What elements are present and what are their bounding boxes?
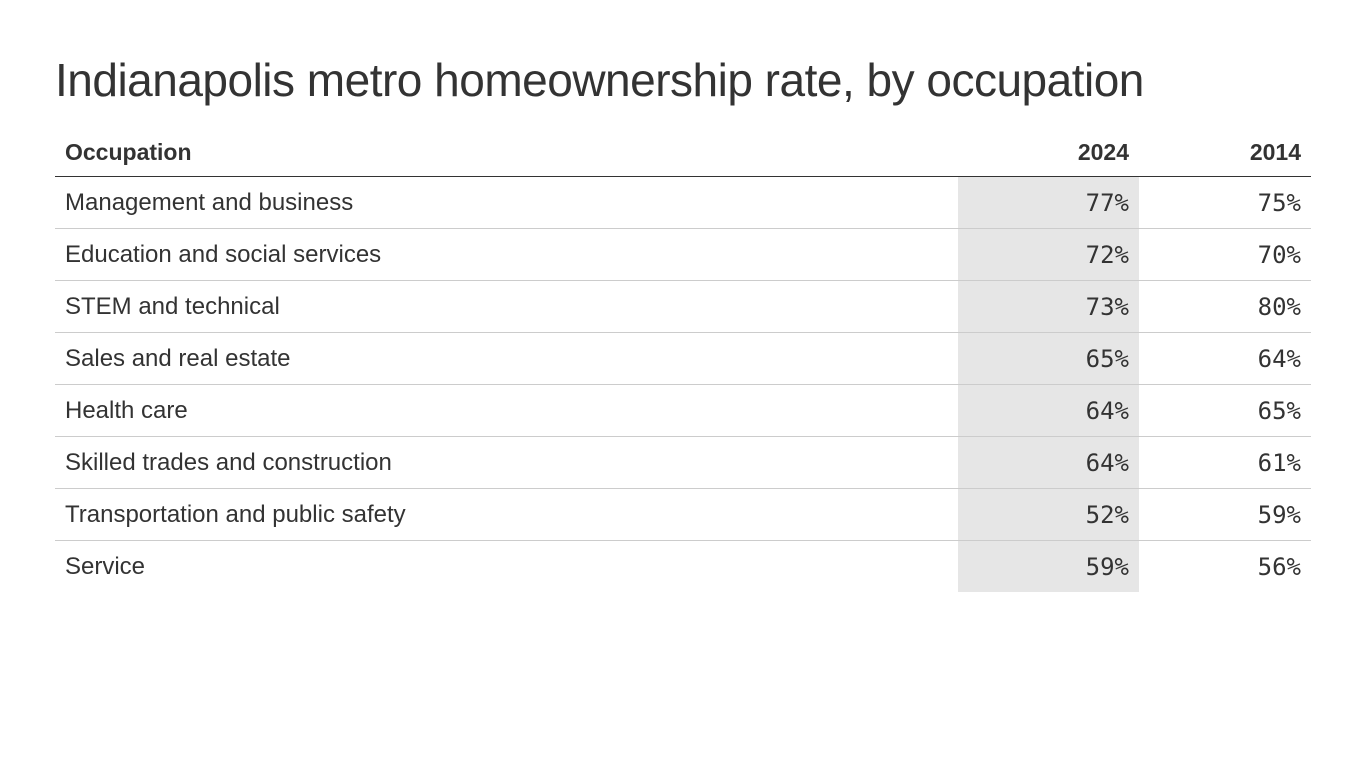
occupation-cell: Health care	[55, 384, 958, 437]
rate-cell: 65%	[1139, 384, 1311, 437]
rate-cell: 64%	[958, 436, 1139, 489]
table-row: Skilled trades and construction 64% 61%	[55, 436, 1311, 489]
table-row: Education and social services 72% 70%	[55, 228, 1311, 281]
occupation-cell: Education and social services	[55, 228, 958, 281]
header-row: Occupation 2024 2014	[55, 128, 1311, 177]
data-table: Occupation 2024 2014 Management and busine…	[55, 128, 1311, 592]
table-row: Management and business 77% 75%	[55, 176, 1311, 229]
table-row: Transportation and public safety 52% 59%	[55, 488, 1311, 541]
rate-cell: 65%	[958, 332, 1139, 385]
rate-cell: 61%	[1139, 436, 1311, 489]
table-row: Health care 64% 65%	[55, 384, 1311, 437]
rate-cell: 59%	[958, 540, 1139, 592]
rate-cell: 80%	[1139, 280, 1311, 333]
title: Indianapolis metro homeownership rate, b…	[55, 54, 1144, 106]
rate-cell: 64%	[1139, 332, 1311, 385]
rate-cell: 64%	[958, 384, 1139, 437]
table-head: Occupation 2024 2014	[55, 128, 1311, 177]
table-body: Management and business 77% 75% Education a…	[55, 176, 1311, 592]
column-header: Occupation	[55, 128, 958, 177]
rate-cell: 72%	[958, 228, 1139, 281]
occupation-cell: Service	[55, 540, 958, 592]
occupation-cell: Sales and real estate	[55, 332, 958, 385]
occupation-cell: STEM and technical	[55, 280, 958, 333]
table-row: Sales and real estate 65% 64%	[55, 332, 1311, 385]
rate-cell: 75%	[1257, 188, 1301, 217]
occupation-cell: Management and business	[65, 188, 354, 216]
rate-cell: 73%	[958, 280, 1139, 333]
column-header: 2024	[958, 128, 1139, 177]
table-row: STEM and technical 73% 80%	[55, 280, 1311, 333]
rate-cell: 56%	[1139, 540, 1311, 592]
rate-cell: 77%	[958, 176, 1139, 229]
table-row: Service 59% 56%	[55, 540, 1311, 592]
rate-cell: 59%	[1139, 488, 1311, 541]
column-header: 2014	[1139, 128, 1311, 177]
occupation-cell: Transportation and public safety	[55, 488, 958, 541]
occupation-cell: Skilled trades and construction	[55, 436, 958, 489]
rate-cell: 70%	[1139, 228, 1311, 281]
rate-cell: 52%	[958, 488, 1139, 541]
